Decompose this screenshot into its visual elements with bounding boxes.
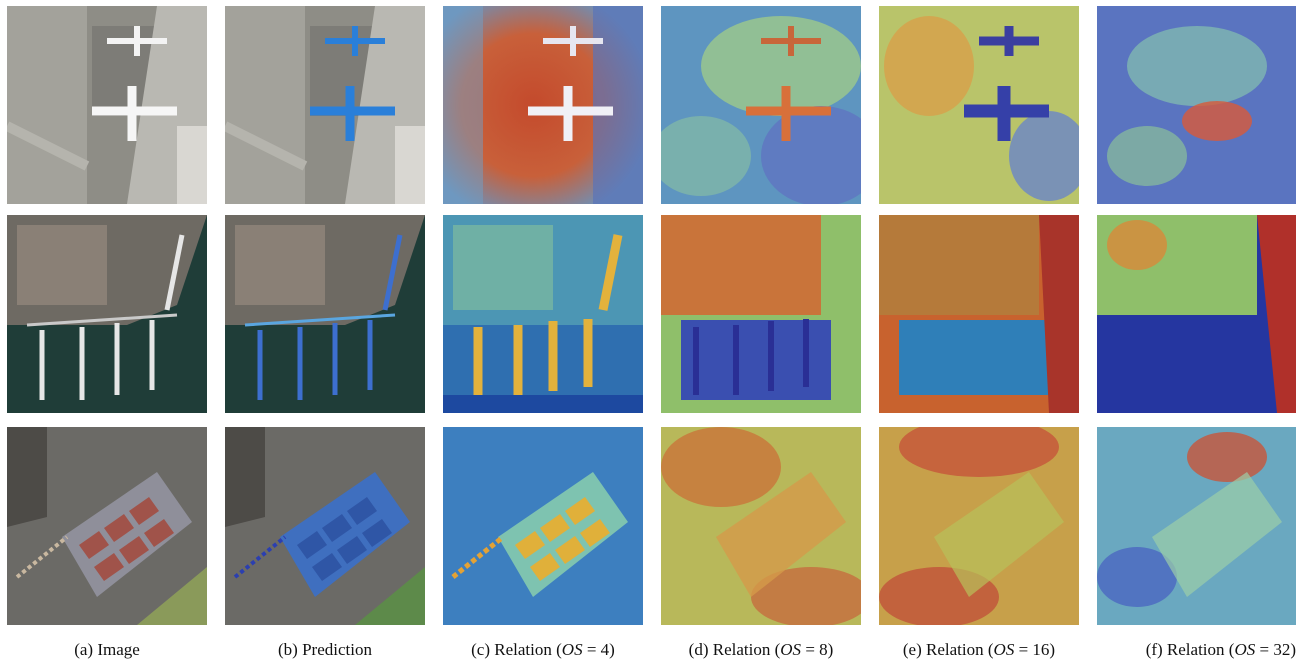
caption-e-tag: (e) bbox=[902, 640, 922, 659]
tile-relation-os8-courts bbox=[661, 427, 861, 625]
caption-d-tag: (d) bbox=[688, 640, 709, 659]
caption-f: (f) Relation (OS = 32) bbox=[1145, 640, 1296, 659]
tile-relation-os4-airport bbox=[443, 6, 643, 204]
heatmap-os4-harbor bbox=[443, 215, 643, 413]
airport-prediction bbox=[225, 6, 425, 204]
caption-c-label: Relation bbox=[494, 640, 552, 659]
tile-relation-os16-airport bbox=[879, 6, 1079, 204]
caption-c: (c) Relation (OS = 4) bbox=[471, 640, 615, 659]
caption-c-tag: (c) bbox=[471, 640, 491, 659]
tile-image-airport bbox=[7, 6, 207, 204]
caption-e-label: Relation bbox=[926, 640, 984, 659]
caption-a-tag: (a) bbox=[74, 640, 94, 659]
caption-f-os: OS bbox=[1234, 640, 1256, 659]
caption-d-label: Relation bbox=[712, 640, 771, 659]
heatmap-os32-airport bbox=[1097, 6, 1296, 204]
caption-a: (a) Image bbox=[0, 640, 223, 660]
tile-relation-os4-harbor bbox=[443, 215, 643, 413]
tile-prediction-courts bbox=[225, 427, 425, 625]
heatmap-os32-courts bbox=[1097, 427, 1296, 625]
tile-relation-os8-airport bbox=[661, 6, 861, 204]
caption-d-os: OS bbox=[780, 640, 802, 659]
caption-e: (e) Relation (OS = 16) bbox=[902, 640, 1056, 659]
heatmap-os16-harbor bbox=[879, 215, 1079, 413]
courts-image bbox=[7, 427, 207, 625]
tile-relation-os4-courts bbox=[443, 427, 643, 625]
heatmap-os16-airport bbox=[879, 6, 1079, 204]
caption-b: (b) Prediction bbox=[209, 640, 441, 660]
caption-e-value: 16 bbox=[1032, 640, 1050, 659]
caption-b-label: Prediction bbox=[302, 640, 372, 659]
tile-prediction-airport bbox=[225, 6, 425, 204]
caption-e-os: OS bbox=[993, 640, 1015, 659]
heatmap-os4-courts bbox=[443, 427, 643, 625]
caption-c-os: OS bbox=[561, 640, 583, 659]
airport-image bbox=[7, 6, 207, 204]
tile-relation-os8-harbor bbox=[661, 215, 861, 413]
caption-f-value: 32 bbox=[1273, 640, 1291, 659]
caption-d: (d) Relation (OS = 8) bbox=[688, 640, 834, 659]
caption-f-tag: (f) bbox=[1145, 640, 1163, 659]
heatmap-os8-airport bbox=[661, 6, 861, 204]
tile-relation-os16-harbor bbox=[879, 215, 1079, 413]
tile-prediction-harbor bbox=[225, 215, 425, 413]
tile-image-harbor bbox=[7, 215, 207, 413]
heatmap-os32-harbor bbox=[1097, 215, 1296, 413]
tile-relation-os32-airport bbox=[1097, 6, 1296, 204]
tile-relation-os32-harbor bbox=[1097, 215, 1296, 413]
caption-f-label: Relation bbox=[1166, 640, 1225, 659]
caption-a-label: Image bbox=[97, 640, 140, 659]
tile-image-courts bbox=[7, 427, 207, 625]
heatmap-os8-harbor bbox=[661, 215, 861, 413]
courts-prediction bbox=[225, 427, 425, 625]
heatmap-os8-courts bbox=[661, 427, 861, 625]
tile-relation-os16-courts bbox=[879, 427, 1079, 625]
heatmap-os4-airport bbox=[443, 6, 643, 204]
harbor-image bbox=[7, 215, 207, 413]
caption-d-value: 8 bbox=[819, 640, 828, 659]
heatmap-os16-courts bbox=[879, 427, 1079, 625]
caption-b-tag: (b) bbox=[278, 640, 298, 659]
caption-c-value: 4 bbox=[600, 640, 610, 659]
tile-relation-os32-courts bbox=[1097, 427, 1296, 625]
harbor-prediction bbox=[225, 215, 425, 413]
